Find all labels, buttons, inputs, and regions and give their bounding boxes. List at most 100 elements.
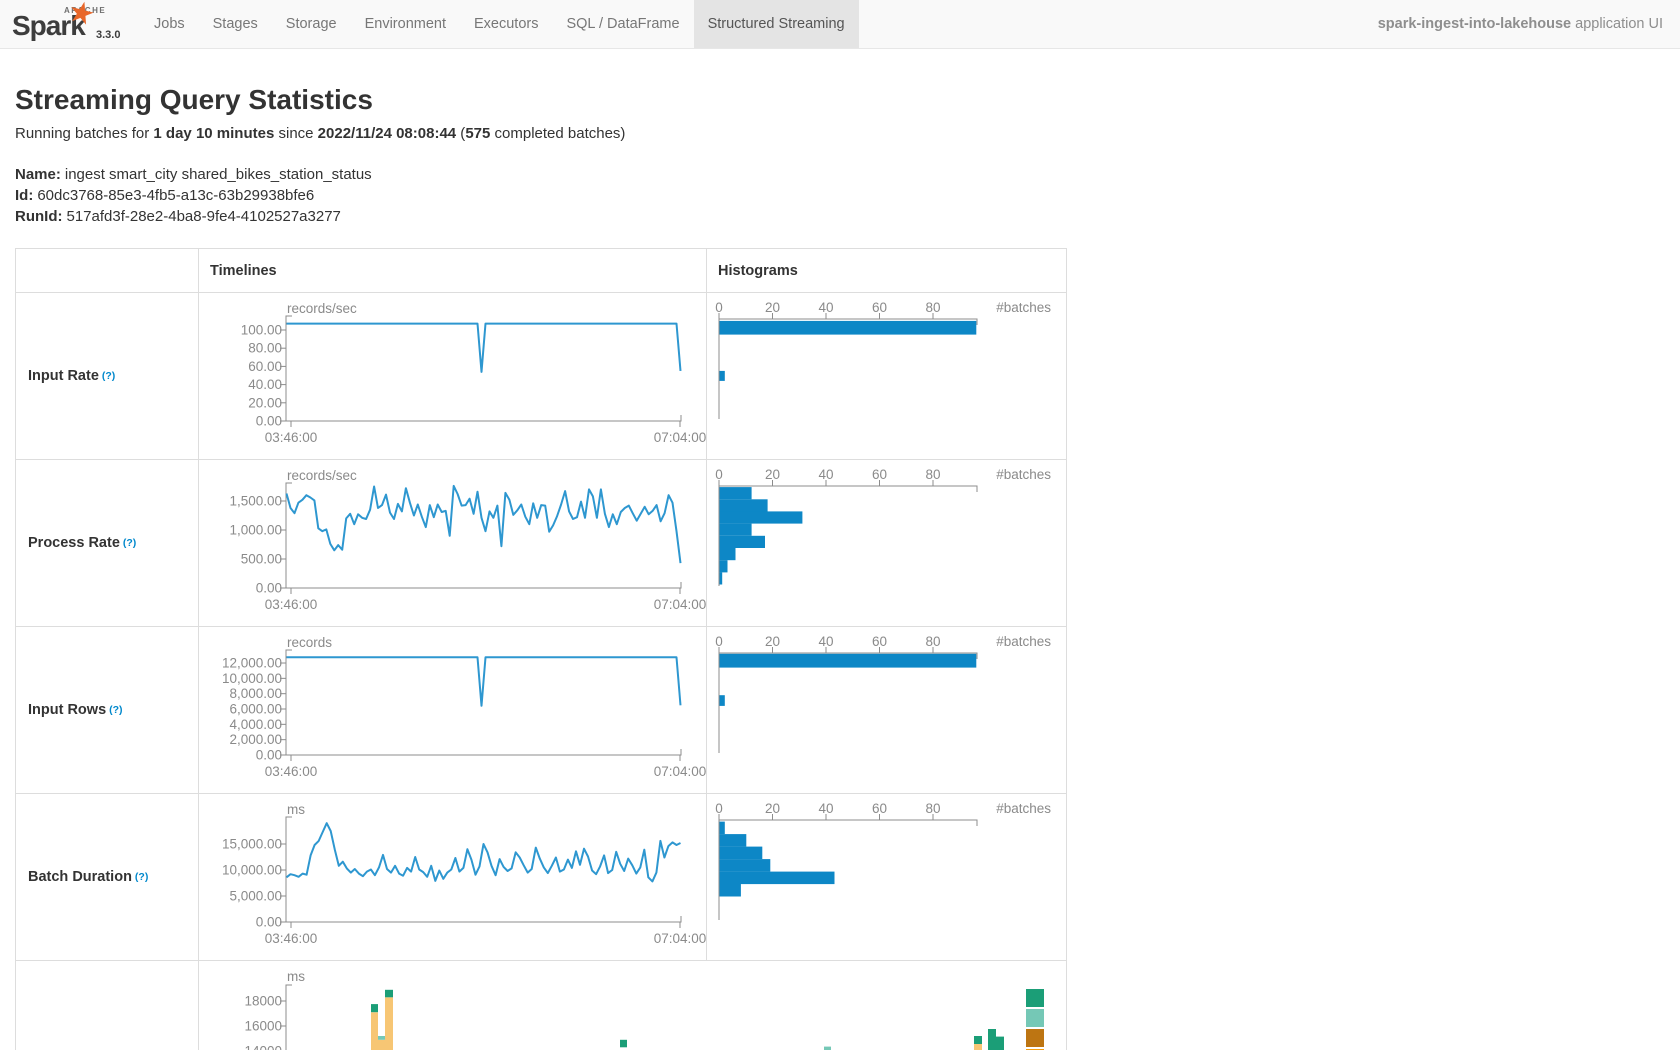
input-rate-timeline-chart: records/sec 100.00 80.00 60.00 40.00 20.00 0.0…	[198, 292, 707, 459]
svg-text:60: 60	[872, 467, 887, 482]
apache-label: APACHE	[64, 6, 107, 15]
svg-text:ms: ms	[287, 802, 305, 817]
input-rows-help-link[interactable]: (?)	[109, 703, 123, 716]
svg-text:80.00: 80.00	[248, 341, 282, 356]
svg-text:07:04:00: 07:04:00	[654, 430, 707, 445]
operation-duration-stacked-chart: ms 18000 16000 14000	[198, 960, 1066, 1050]
svg-text:0: 0	[715, 300, 723, 315]
svg-text:20: 20	[765, 300, 780, 315]
query-meta: Name: ingest smart_city shared_bikes_stat…	[15, 164, 372, 227]
query-id-label: Id:	[15, 187, 34, 204]
svg-text:03:46:00: 03:46:00	[265, 597, 318, 612]
svg-text:40: 40	[818, 801, 833, 816]
tab-environment[interactable]: Environment	[351, 0, 460, 48]
svg-text:records/sec: records/sec	[287, 301, 357, 316]
svg-text:0: 0	[715, 634, 723, 649]
process-rate-help-link[interactable]: (?)	[122, 536, 137, 549]
query-name-label: Name:	[15, 166, 61, 183]
svg-text:1,000.00: 1,000.00	[229, 523, 282, 538]
process-rate-histogram-chart: 0 20 40 60 80 #batches	[706, 459, 1066, 626]
operation-duration-legend	[1026, 989, 1044, 1050]
svg-text:20: 20	[765, 467, 780, 482]
svg-text:16000: 16000	[244, 1019, 282, 1034]
table-divider	[706, 249, 707, 960]
svg-text:80: 80	[925, 300, 940, 315]
query-runid-line: RunId: 517afd3f-28e2-4ba8-9fe4-4102527a32…	[15, 206, 372, 227]
batch-duration-histogram-chart: 0 20 40 60 80 #batches	[706, 793, 1066, 960]
query-name-value: ingest smart_city shared_bikes_station_s…	[64, 166, 372, 183]
batch-duration-help-link[interactable]: (?)	[134, 870, 149, 883]
summary-text: completed batches)	[490, 125, 626, 142]
table-divider	[16, 292, 1066, 293]
histograms-header: Histograms	[718, 262, 798, 279]
svg-text:2,000.00: 2,000.00	[229, 732, 282, 747]
summary-text: Running batches for	[15, 125, 154, 142]
svg-text:07:04:00: 07:04:00	[654, 931, 707, 946]
svg-text:60.00: 60.00	[248, 359, 282, 374]
app-name: spark-ingest-into-lakehouse	[1377, 16, 1572, 32]
row-label-text: Input Rate	[28, 367, 99, 384]
svg-text:07:04:00: 07:04:00	[654, 597, 707, 612]
navbar: Spark APACHE ★ 3.3.0 Jobs Stages Storage…	[0, 0, 1680, 49]
svg-text:40: 40	[818, 634, 833, 649]
tab-label: SQL / DataFrame	[566, 16, 680, 32]
svg-text:60: 60	[872, 300, 887, 315]
svg-text:#batches: #batches	[996, 467, 1051, 482]
legend-swatch-light-teal	[1026, 1009, 1044, 1027]
summary-duration: 1 day 10 minutes	[153, 125, 275, 142]
svg-text:5,000.00: 5,000.00	[229, 889, 282, 904]
svg-text:07:04:00: 07:04:00	[654, 764, 707, 779]
svg-text:500.00: 500.00	[241, 552, 282, 567]
tab-label: Stages	[212, 16, 258, 32]
tab-executors[interactable]: Executors	[460, 0, 552, 48]
svg-text:10,000.00: 10,000.00	[222, 863, 282, 878]
query-id-value: 60dc3768-85e3-4fb5-a13c-63b29938bfe6	[37, 187, 315, 204]
svg-text:03:46:00: 03:46:00	[265, 931, 318, 946]
summary-batch-count: 575	[465, 125, 491, 142]
app-title-suffix: application UI	[1571, 16, 1663, 32]
table-divider	[16, 626, 1066, 627]
svg-text:40.00: 40.00	[248, 377, 282, 392]
spark-logo-wordmark: Spark	[12, 10, 86, 41]
query-name-line: Name: ingest smart_city shared_bikes_stat…	[15, 164, 372, 185]
input-rows-timeline-chart: records 12,000.00 10,000.00 8,000.00 6,000.0…	[198, 626, 706, 793]
svg-text:1,500.00: 1,500.00	[229, 494, 282, 509]
svg-text:#batches: #batches	[996, 300, 1051, 315]
tab-sql-dataframe[interactable]: SQL / DataFrame	[552, 0, 693, 48]
svg-text:0.00: 0.00	[256, 915, 282, 930]
svg-text:03:46:00: 03:46:00	[265, 764, 318, 779]
svg-text:60: 60	[872, 634, 887, 649]
batch-duration-timeline-chart: ms 15,000.00 10,000.00 5,000.00 0.00 03:46:00…	[198, 793, 706, 960]
table-divider	[16, 793, 1066, 794]
svg-text:6,000.00: 6,000.00	[229, 702, 282, 717]
query-runid-label: RunId:	[15, 208, 63, 225]
svg-text:40: 40	[818, 467, 833, 482]
row-label-batch-duration: Batch Duration (?)	[28, 793, 196, 960]
statistics-table: Timelines Histograms Input Rate (?) Proce…	[15, 248, 1067, 1050]
tab-jobs[interactable]: Jobs	[140, 0, 199, 48]
svg-text:20.00: 20.00	[248, 395, 282, 410]
svg-text:14000: 14000	[244, 1044, 282, 1050]
svg-text:10,000.00: 10,000.00	[222, 671, 282, 686]
tab-stages[interactable]: Stages	[199, 0, 272, 48]
svg-text:100.00: 100.00	[241, 323, 282, 338]
input-rate-help-link[interactable]: (?)	[101, 369, 116, 382]
svg-text:80: 80	[925, 801, 940, 816]
app-title: spark-ingest-into-lakehouse application …	[1378, 0, 1663, 48]
tab-storage[interactable]: Storage	[272, 0, 351, 48]
svg-text:20: 20	[765, 634, 780, 649]
tab-label: Jobs	[154, 16, 185, 32]
svg-text:0: 0	[715, 467, 723, 482]
row-label-text: Input Rows	[28, 701, 107, 718]
timelines-header: Timelines	[210, 262, 277, 279]
legend-swatch-teal	[1026, 989, 1044, 1007]
tab-label: Storage	[285, 16, 337, 32]
tab-label: Structured Streaming	[707, 16, 845, 32]
row-label-input-rows: Input Rows (?)	[28, 626, 196, 793]
tab-structured-streaming[interactable]: Structured Streaming	[693, 0, 859, 48]
svg-text:80: 80	[925, 467, 940, 482]
svg-text:40: 40	[818, 300, 833, 315]
svg-text:12,000.00: 12,000.00	[222, 656, 282, 671]
nav-tabs: Jobs Stages Storage Environment Executor…	[140, 0, 859, 48]
